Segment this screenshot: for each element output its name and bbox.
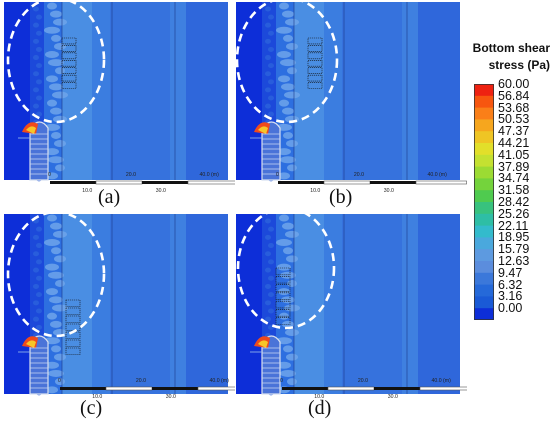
contour-plot-b: 0 20.0 40.0 (m) 10.0 30.0: [235, 0, 467, 194]
colorbar-title-line1: Bottom shear: [472, 41, 550, 55]
scale-label-minor: 30.0: [166, 394, 176, 400]
colorbar-tick-label: 56.84: [498, 88, 530, 103]
scale-label-minor: 30.0: [384, 188, 394, 194]
colorbar-swatch: [474, 225, 494, 238]
colorbar-swatch: [474, 154, 494, 168]
colorbar-swatch: [474, 190, 494, 203]
contour-plot-c: 0 20.0 40.0 (m) 10.0 30.0: [4, 212, 235, 400]
panel-caption-b: (b): [329, 186, 353, 208]
panel-b: 0 20.0 40.0 (m) 10.0 30.0 (b): [232, 0, 467, 212]
colorbar-tick-label: 6.32: [498, 277, 523, 292]
scale-label-major: 40.0 (m): [428, 172, 448, 178]
colorbar-tick-label: 41.05: [498, 147, 530, 162]
colorbar-swatch: [474, 272, 494, 286]
colorbar-tick-label: 9.47: [498, 265, 523, 280]
colorbar: [474, 84, 494, 320]
colorbar-tick-label: 50.53: [498, 112, 530, 127]
colorbar-tick-label: 15.79: [498, 242, 530, 257]
scale-label-major: 40.0 (m): [200, 172, 220, 178]
scale-label-minor: 10.0: [310, 188, 320, 194]
colorbar-tick-label: 18.95: [498, 230, 530, 245]
colorbar-tick-label: 60.00: [498, 77, 530, 91]
colorbar-swatch: [474, 131, 494, 144]
colorbar-swatch: [474, 261, 494, 274]
scale-label-minor: 10.0: [82, 188, 92, 194]
colorbar-swatch: [474, 166, 494, 179]
colorbar-tick-label: 0.00: [498, 301, 523, 316]
colorbar-tick-label: 12.63: [498, 254, 530, 268]
colorbar-tick-label: 28.42: [498, 195, 530, 209]
colorbar-tick-label: 3.16: [498, 289, 523, 304]
colorbar-title: Bottom shear stress (Pa): [455, 40, 550, 74]
panel-caption-c: (c): [80, 397, 103, 419]
colorbar-swatch: [474, 237, 494, 250]
colorbar-swatch: [474, 249, 494, 262]
colorbar-swatch: [474, 107, 494, 120]
contour-plot-d: 0 20.0 40.0 (m) 10.0 30.0: [236, 212, 467, 400]
scale-label-major: 0: [276, 172, 279, 178]
panel-caption-a: (a): [98, 186, 121, 208]
colorbar-swatch: [474, 119, 494, 132]
colorbar-swatch: [474, 178, 494, 191]
colorbar-tick-label: 37.89: [498, 159, 530, 174]
colorbar-swatch: [474, 213, 494, 227]
scale-label-major: 20.0: [358, 378, 368, 384]
colorbar-swatch: [474, 143, 494, 156]
scale-label-major: 0: [48, 172, 51, 178]
colorbar-tick-label: 44.21: [498, 136, 530, 150]
colorbar-swatch: [474, 95, 494, 109]
panel-d: 0 20.0 40.0 (m) 10.0 30.0 (d): [232, 212, 467, 426]
contour-plot-a: 0 20.0 40.0 (m) 10.0 30.0: [4, 0, 235, 194]
colorbar-tick-label: 25.26: [498, 206, 530, 221]
scale-label-minor: 30.0: [156, 188, 166, 194]
colorbar-swatch: [474, 296, 494, 309]
scale-label-minor: 10.0: [92, 394, 102, 400]
colorbar-tick-label: 47.37: [498, 124, 530, 139]
colorbar-swatch: [474, 202, 494, 215]
scale-label-major: 40.0 (m): [210, 378, 230, 384]
scale-label-major: 20.0: [126, 172, 136, 178]
panel-c: 0 20.0 40.0 (m) 10.0 30.0 (c): [0, 212, 235, 426]
colorbar-title-line2: stress (Pa): [488, 58, 550, 72]
colorbar-swatch: [474, 84, 494, 97]
scale-label-major: 40.0 (m): [432, 378, 452, 384]
colorbar-swatch: [474, 284, 494, 297]
colorbar-tick-label: 31.58: [498, 183, 530, 198]
colorbar-tick-label: 22.11: [498, 218, 529, 233]
scale-label-minor: 30.0: [388, 394, 398, 400]
panel-a: 0 20.0 40.0 (m) 10.0 30.0 (a): [0, 0, 235, 212]
colorbar-swatch: [474, 308, 494, 320]
scale-label-major: 0: [58, 378, 61, 384]
colorbar-tick-label: 53.68: [498, 100, 530, 115]
scale-label-major: 20.0: [136, 378, 146, 384]
scale-label-minor: 10.0: [314, 394, 324, 400]
scale-label-major: 20.0: [354, 172, 364, 178]
panel-caption-d: (d): [308, 397, 332, 419]
scale-label-major: 0: [280, 378, 283, 384]
colorbar-tick-label: 34.74: [498, 171, 530, 186]
